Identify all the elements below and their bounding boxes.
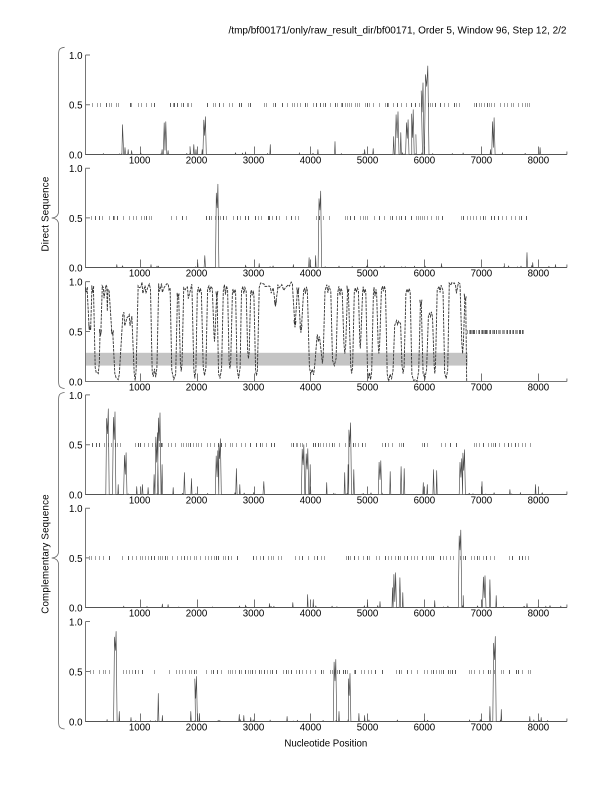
- svg-text:5000: 5000: [357, 609, 379, 620]
- svg-text:0.0: 0.0: [69, 490, 83, 501]
- svg-text:3000: 3000: [243, 609, 265, 620]
- svg-text:1.0: 1.0: [69, 504, 83, 515]
- svg-text:6000: 6000: [414, 269, 436, 280]
- svg-text:Direct Sequence: Direct Sequence: [41, 177, 52, 252]
- svg-text:1.0: 1.0: [69, 391, 83, 402]
- svg-text:Nucleotide Position: Nucleotide Position: [284, 739, 367, 750]
- svg-text:1000: 1000: [129, 269, 151, 280]
- svg-text:8000: 8000: [528, 496, 550, 507]
- svg-text:1000: 1000: [129, 496, 151, 507]
- svg-text:0.0: 0.0: [69, 263, 83, 274]
- svg-text:4000: 4000: [300, 496, 322, 507]
- svg-text:1.0: 1.0: [69, 278, 83, 289]
- svg-text:8000: 8000: [528, 723, 550, 734]
- svg-text:0.0: 0.0: [69, 377, 83, 388]
- svg-text:0.5: 0.5: [69, 327, 82, 338]
- svg-text:6000: 6000: [414, 383, 436, 394]
- svg-text:2000: 2000: [186, 609, 208, 620]
- svg-text:5000: 5000: [357, 269, 379, 280]
- svg-text:6000: 6000: [414, 156, 436, 167]
- svg-text:8000: 8000: [528, 269, 550, 280]
- svg-text:1.0: 1.0: [69, 617, 83, 628]
- svg-text:7000: 7000: [471, 609, 493, 620]
- svg-text:1000: 1000: [129, 156, 151, 167]
- svg-text:1000: 1000: [129, 609, 151, 620]
- svg-text:0.5: 0.5: [69, 667, 82, 678]
- svg-text:3000: 3000: [243, 383, 265, 394]
- svg-text:7000: 7000: [471, 723, 493, 734]
- svg-text:5000: 5000: [357, 383, 379, 394]
- svg-text:5000: 5000: [357, 723, 379, 734]
- svg-text:4000: 4000: [300, 723, 322, 734]
- svg-text:2000: 2000: [186, 723, 208, 734]
- svg-text:8000: 8000: [528, 609, 550, 620]
- svg-text:1000: 1000: [129, 723, 151, 734]
- svg-text:3000: 3000: [243, 269, 265, 280]
- svg-text:6000: 6000: [414, 609, 436, 620]
- svg-text:2000: 2000: [186, 269, 208, 280]
- svg-text:4000: 4000: [300, 383, 322, 394]
- svg-text:7000: 7000: [471, 496, 493, 507]
- svg-text:5000: 5000: [357, 496, 379, 507]
- svg-text:1.0: 1.0: [69, 164, 83, 175]
- svg-text:7000: 7000: [471, 383, 493, 394]
- svg-text:/tmp/bf00171/only/raw_result_d: /tmp/bf00171/only/raw_result_dir/bf00171…: [229, 26, 567, 37]
- svg-text:7000: 7000: [471, 269, 493, 280]
- svg-text:8000: 8000: [528, 383, 550, 394]
- svg-text:6000: 6000: [414, 496, 436, 507]
- svg-text:8000: 8000: [528, 156, 550, 167]
- svg-text:0.5: 0.5: [69, 441, 82, 452]
- svg-text:4000: 4000: [300, 269, 322, 280]
- svg-text:0.5: 0.5: [69, 214, 82, 225]
- svg-text:3000: 3000: [243, 496, 265, 507]
- svg-text:6000: 6000: [414, 723, 436, 734]
- svg-text:3000: 3000: [243, 723, 265, 734]
- svg-text:Complementary Sequence: Complementary Sequence: [41, 494, 52, 614]
- svg-text:7000: 7000: [471, 156, 493, 167]
- svg-text:1000: 1000: [129, 383, 151, 394]
- svg-text:3000: 3000: [243, 156, 265, 167]
- svg-text:4000: 4000: [300, 156, 322, 167]
- svg-text:4000: 4000: [300, 609, 322, 620]
- svg-text:2000: 2000: [186, 383, 208, 394]
- svg-text:0.0: 0.0: [69, 603, 83, 614]
- svg-text:0.0: 0.0: [69, 717, 83, 728]
- svg-text:5000: 5000: [357, 156, 379, 167]
- svg-text:1.0: 1.0: [69, 51, 83, 62]
- svg-text:2000: 2000: [186, 496, 208, 507]
- svg-text:0.5: 0.5: [69, 101, 82, 112]
- svg-text:2000: 2000: [186, 156, 208, 167]
- svg-text:0.0: 0.0: [69, 150, 83, 161]
- svg-text:0.5: 0.5: [69, 554, 82, 565]
